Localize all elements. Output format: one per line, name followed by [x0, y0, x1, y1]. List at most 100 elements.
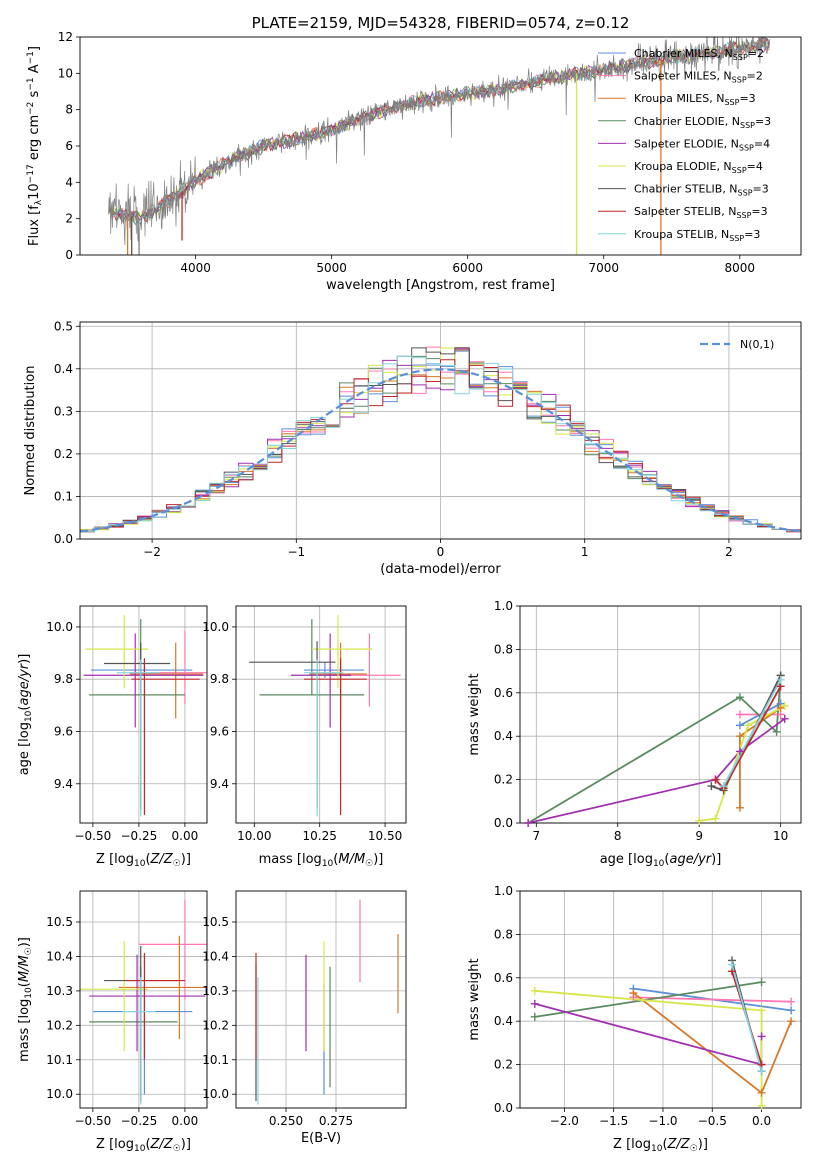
plus-marker	[735, 747, 744, 756]
plot-area	[108, 37, 771, 255]
y-tick-label: 10.1	[202, 1053, 229, 1067]
x-axis-label: age [log10(age/yr)]	[600, 852, 722, 869]
x-axis-label: Z [log10(Z/Z☉)]	[613, 1137, 708, 1154]
errorbar-point	[89, 966, 178, 1091]
errorbar-point	[129, 642, 204, 719]
plus-marker	[787, 997, 796, 1006]
y-tick-label: 10.2	[46, 1018, 73, 1032]
plus-marker	[744, 721, 753, 730]
x-tick-label: −0.50	[74, 1114, 111, 1128]
legend-label: Kroupa STELIB	[634, 228, 714, 241]
y-tick-label: 0.4	[54, 362, 73, 376]
errorbar-point	[116, 659, 160, 817]
legend-value: =2	[747, 70, 763, 83]
x-axis-label: E(B-V)	[301, 1131, 341, 1146]
errorbar-point	[311, 615, 372, 689]
x-tick-label: −1.0	[648, 1114, 677, 1128]
mass-weight-line	[714, 685, 782, 790]
legend-subscript: SSP	[733, 53, 748, 62]
y-tick-label: 10	[58, 66, 73, 80]
y-tick-label: 10.5	[46, 915, 73, 929]
residual-histogram	[80, 347, 801, 533]
y-tick-label: 10.0	[46, 1087, 73, 1101]
y-tick-label: 10.0	[202, 1087, 229, 1101]
legend-entry: Salpeter MILES, NSSP=2	[634, 70, 763, 85]
y-tick-label: 10.4	[202, 949, 229, 963]
y-tick-label: 0.6	[494, 971, 513, 985]
x-axis-label: mass [log10(M/M☉)]	[259, 852, 384, 869]
y-tick-label: 0.0	[54, 532, 73, 546]
y-tick-label: 10.0	[202, 620, 229, 634]
plot-area	[83, 615, 207, 817]
y-tick-label: 0.6	[494, 686, 513, 700]
y-tick-label: 10.0	[46, 620, 73, 634]
plus-marker	[711, 814, 720, 823]
plus-marker	[757, 978, 766, 987]
plus-marker	[695, 816, 704, 825]
y-tick-label: 0.0	[494, 816, 513, 830]
y-tick-label: 9.8	[54, 672, 73, 686]
legend-subscript: SSP	[740, 121, 755, 130]
plus-marker	[772, 727, 781, 736]
plus-marker	[780, 714, 789, 723]
y-tick-label: 6	[65, 139, 73, 153]
x-tick-label: 0.00	[172, 1114, 199, 1128]
data-spectrum-line	[108, 37, 771, 255]
legend-value: =3	[739, 92, 755, 105]
legend-entry: Kroupa ELODIE, NSSP=4	[634, 160, 763, 175]
legend-value: =3	[751, 205, 767, 218]
gaussian-curve	[80, 368, 801, 533]
mass-weight-line	[534, 1002, 763, 1066]
x-axis-label: Z [log10(Z/Z☉)]	[96, 1137, 191, 1154]
axes-frame	[519, 605, 802, 824]
legend-subscript: SSP	[732, 166, 747, 175]
x-axis-label: (data-model)/error	[380, 562, 501, 577]
axes-frame	[519, 890, 802, 1109]
y-tick-label: 12	[58, 30, 73, 44]
legend-entry: Chabrier STELIB, NSSP=3	[634, 183, 769, 198]
legend-subscript: SSP	[729, 234, 744, 243]
x-tick-label: 4000	[180, 261, 211, 275]
legend-entry: Salpeter STELIB, NSSP=3	[634, 205, 768, 220]
chart-title: PLATE=2159, MJD=54328, FIBERID=0574, z=0…	[252, 14, 630, 32]
panel-spectrum: 4000 5000 6000 7000 8000 0 2 4 6 8 10 12 wavelength …	[26, 30, 802, 293]
model-spectrum-line	[108, 40, 770, 226]
plus-marker	[530, 986, 539, 995]
panel-mass-vs-Z: −0.50 −0.25 0.00 10.0 10.1 10.2 10.3 10.4 10.5 Z …	[17, 890, 208, 1154]
plot-area	[80, 346, 801, 533]
plus-marker	[780, 701, 789, 710]
y-tick-label: 0.2	[494, 773, 513, 787]
plot-area	[255, 899, 399, 1105]
mass-weight-line	[534, 989, 763, 1106]
residual-histogram	[80, 355, 801, 532]
legend-value: =3	[744, 228, 760, 241]
legend-subscript: SSP	[736, 211, 751, 220]
x-tick-label: −2	[143, 545, 161, 559]
plus-marker	[707, 782, 716, 791]
plus-marker	[787, 1006, 796, 1015]
errorbar-point	[85, 615, 149, 689]
errorbar-point	[103, 642, 171, 810]
plot-area	[249, 615, 401, 817]
errorbar-point	[131, 658, 200, 816]
y-tick-label: 0.8	[494, 927, 513, 941]
axes-frame	[79, 605, 208, 824]
x-axis-label: wavelength [Angstrom, rest frame]	[326, 278, 555, 293]
plot-area	[80, 899, 207, 1105]
y-tick-label: 10.3	[202, 984, 229, 998]
plus-marker	[735, 721, 744, 730]
plus-marker	[757, 1088, 766, 1097]
x-tick-label: 6000	[452, 261, 483, 275]
y-tick-label: 0.3	[54, 404, 73, 418]
axes-frame	[235, 890, 407, 1109]
residual-histogram	[80, 348, 801, 531]
x-tick-label: 7	[532, 829, 540, 843]
x-tick-label: −0.25	[121, 1114, 158, 1128]
legend-entry: Chabrier ELODIE, NSSP=3	[634, 115, 771, 130]
legend-label: N(0,1)	[740, 338, 774, 351]
legend: Chabrier MILES, NSSP=2 Salpeter MILES, NS…	[598, 47, 771, 243]
x-tick-label: 8000	[725, 261, 756, 275]
y-tick-label: 10.5	[202, 915, 229, 929]
legend-label: Salpeter STELIB	[634, 205, 721, 218]
errorbar-point	[89, 954, 206, 1052]
